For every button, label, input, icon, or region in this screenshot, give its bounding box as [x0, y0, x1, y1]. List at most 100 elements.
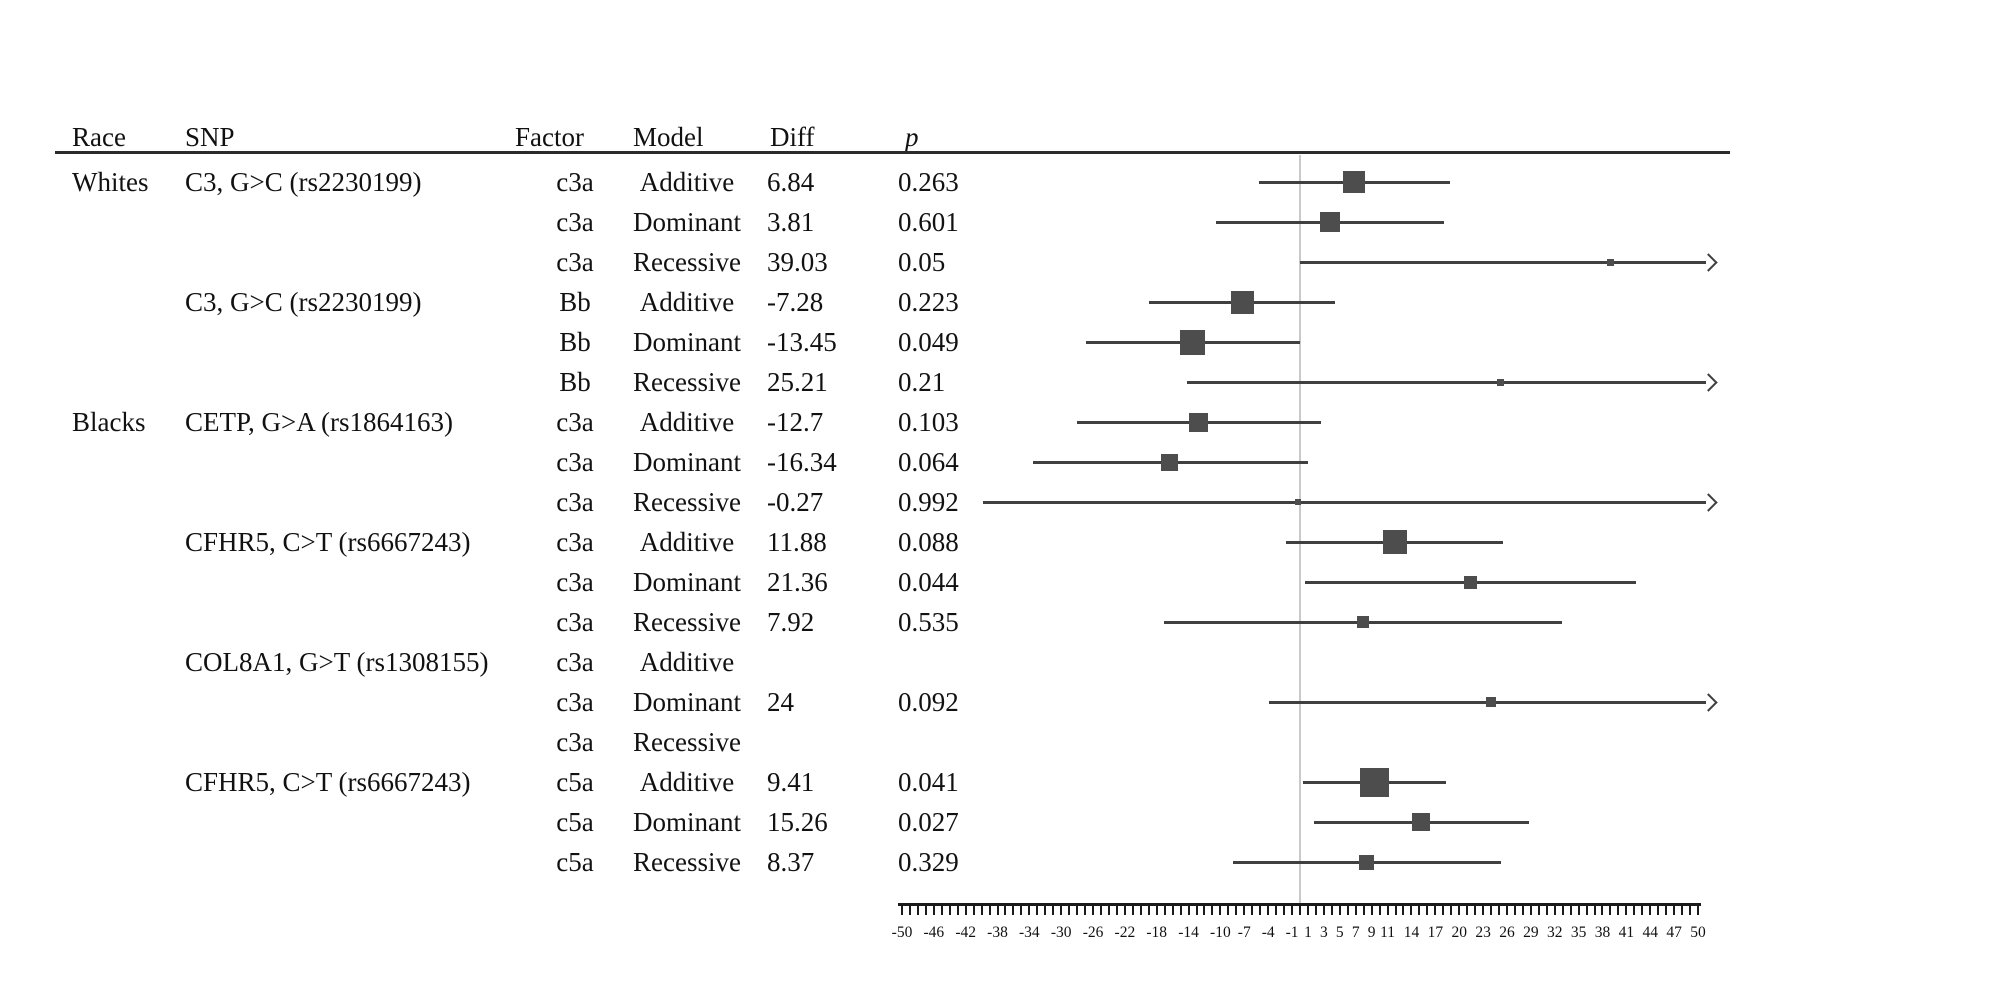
point-marker	[1230, 290, 1254, 314]
axis-tick	[1561, 906, 1564, 915]
axis-tick	[1155, 906, 1158, 915]
diff-cell: 24	[767, 687, 794, 717]
factor-cell: c5a	[556, 847, 594, 877]
axis-tick-label: 7	[1351, 924, 1360, 941]
axis-tick	[1434, 906, 1437, 915]
axis-tick	[1649, 906, 1652, 915]
axis-tick-label: 20	[1451, 924, 1467, 941]
factor-cell: c3a	[556, 567, 594, 597]
axis-tick	[1012, 906, 1015, 915]
diff-cell: 39.03	[767, 247, 828, 277]
axis-tick	[1673, 906, 1676, 915]
axis-tick	[1179, 906, 1182, 915]
factor-cell: c3a	[556, 727, 594, 757]
model-cell: Additive	[639, 647, 735, 677]
p-value-cell: 0.263	[898, 167, 959, 197]
axis-tick	[1131, 906, 1134, 915]
axis-tick	[1322, 906, 1325, 915]
model-cell: Recessive	[633, 247, 741, 277]
point-marker	[1357, 616, 1370, 628]
ci-line	[1300, 260, 1706, 264]
column-header-model: Model	[633, 122, 704, 152]
axis-tick	[1370, 906, 1373, 915]
p-value-cell: 0.223	[898, 287, 959, 317]
axis-tick	[1259, 906, 1262, 915]
point-marker	[1343, 171, 1366, 193]
diff-cell: -13.45	[767, 327, 837, 357]
axis-tick	[1139, 906, 1142, 915]
axis-tick	[1020, 906, 1023, 915]
diff-cell: 11.88	[767, 527, 827, 557]
axis-tick	[1482, 906, 1485, 915]
table-row: c5a Dominant 15.26 0.027	[0, 802, 1999, 842]
axis-tick	[1163, 906, 1166, 915]
axis-tick-label: 41	[1618, 924, 1635, 941]
axis-tick-label: 47	[1666, 924, 1682, 941]
ci-line	[983, 500, 1706, 504]
axis-tick	[1378, 906, 1381, 915]
table-row: CFHR5, C>T (rs6667243) c3a Additive 11.88 0.…	[0, 522, 1999, 562]
axis-tick	[1306, 906, 1309, 915]
axis-tick	[1450, 906, 1453, 915]
axis-tick	[1219, 906, 1222, 915]
axis-tick	[916, 906, 919, 915]
model-cell: Dominant	[633, 567, 741, 597]
axis-tick-label: 1	[1304, 924, 1312, 941]
column-header-factor: Factor	[515, 122, 584, 152]
axis-tick	[1545, 906, 1548, 915]
axis-tick-label: 44	[1642, 924, 1658, 941]
diff-cell: 7.92	[767, 607, 815, 637]
snp-cell: COL8A1, G>T (rs1308155)	[185, 647, 489, 677]
axis-tick	[972, 906, 975, 915]
model-cell: Additive	[639, 767, 735, 797]
axis-tick	[1569, 906, 1572, 915]
axis-tick	[1227, 906, 1230, 915]
axis-tick	[1211, 906, 1214, 915]
model-cell: Recessive	[633, 607, 741, 637]
point-marker	[1161, 453, 1179, 471]
diff-cell: -12.7	[767, 407, 824, 437]
table-row: COL8A1, G>T (rs1308155) c3a Additive	[0, 642, 1999, 682]
axis-tick	[1537, 906, 1540, 915]
axis-tick-label: -34	[1019, 924, 1040, 941]
axis-tick	[1346, 906, 1349, 915]
axis-tick	[1402, 906, 1405, 915]
axis-tick-label: 9	[1367, 924, 1376, 941]
axis-tick	[1235, 906, 1238, 915]
axis-tick-label: 23	[1475, 924, 1491, 941]
axis-tick	[1529, 906, 1532, 915]
point-marker	[1382, 530, 1407, 554]
axis-tick	[1625, 906, 1628, 915]
point-marker	[1412, 813, 1431, 831]
axis-tick	[1076, 906, 1079, 915]
diff-cell: -7.28	[767, 287, 824, 317]
snp-cell: C3, G>C (rs2230199)	[185, 287, 422, 317]
axis-tick	[1338, 906, 1341, 915]
axis-tick	[1092, 906, 1095, 915]
axis-tick	[956, 906, 959, 915]
table-row: c3a Dominant 21.36 0.044	[0, 562, 1999, 602]
column-header-diff: Diff	[770, 122, 815, 152]
point-marker	[1497, 378, 1505, 386]
zero-reference-line	[1299, 155, 1301, 903]
model-cell: Recessive	[633, 487, 741, 517]
axis-tick	[1593, 906, 1596, 915]
point-marker	[1486, 697, 1497, 707]
axis-tick	[1028, 906, 1031, 915]
diff-cell: 6.84	[767, 167, 815, 197]
model-cell: Additive	[639, 527, 735, 557]
axis-tick-label: -4	[1261, 924, 1275, 941]
axis-tick	[908, 906, 911, 915]
table-row: c3a Recessive 39.03 0.05	[0, 242, 1999, 282]
model-cell: Additive	[639, 167, 735, 197]
column-header-snp: SNP	[185, 122, 235, 152]
axis-tick	[1689, 906, 1692, 915]
factor-cell: c5a	[556, 807, 594, 837]
table-row: c3a Dominant 3.81 0.601	[0, 202, 1999, 242]
point-marker	[1189, 412, 1209, 432]
axis-tick	[1283, 906, 1286, 915]
axis-tick	[1601, 906, 1604, 915]
axis-tick	[1004, 906, 1007, 915]
diff-cell: 3.81	[767, 207, 815, 237]
